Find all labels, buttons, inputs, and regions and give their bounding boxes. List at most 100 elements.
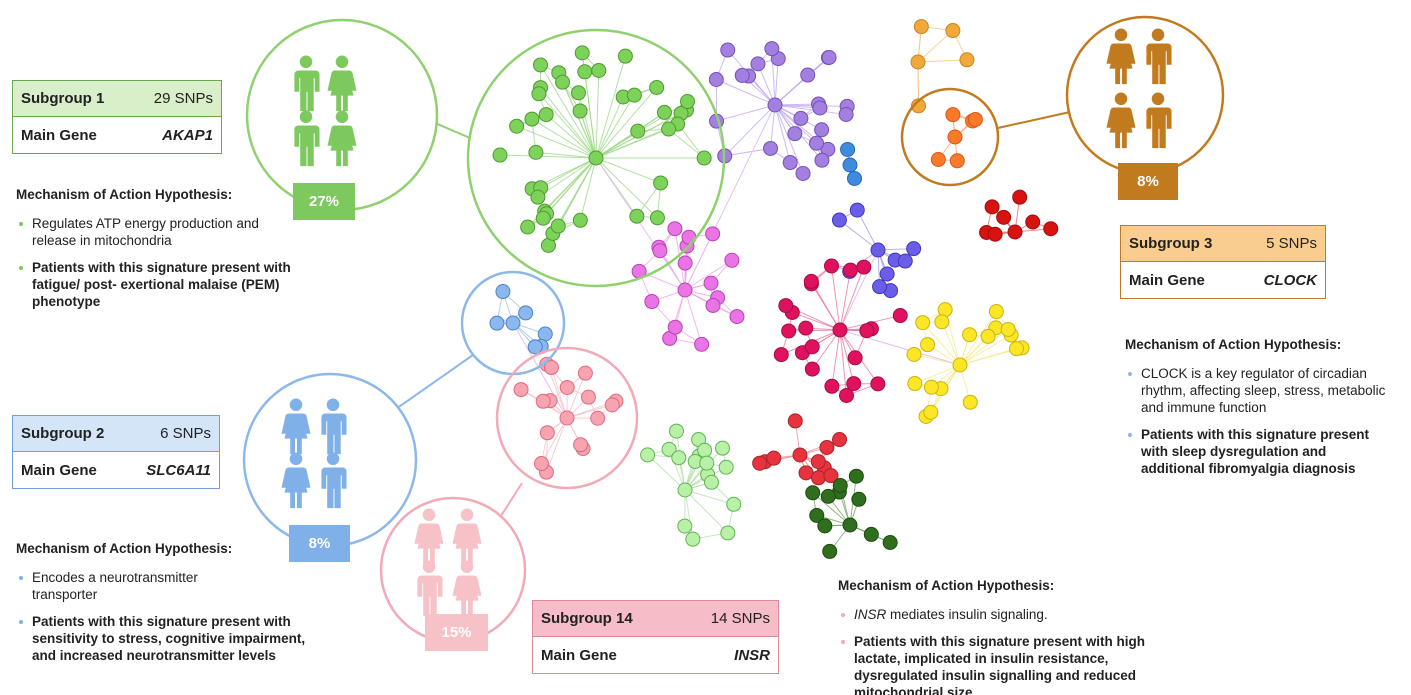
node [1009, 341, 1025, 357]
node [930, 152, 946, 168]
node [822, 543, 838, 559]
node [577, 365, 593, 381]
node [782, 155, 798, 171]
subgroup-table: Subgroup 1 29 SNPs Main Gene AKAP1 [12, 80, 222, 154]
mechanism-title: Mechanism of Action Hypothesis: [16, 187, 233, 202]
node [842, 262, 858, 278]
percent-badge: 15% [425, 614, 488, 651]
node [763, 140, 779, 156]
node [847, 350, 863, 366]
edge [839, 270, 851, 331]
node [652, 243, 668, 259]
node [1007, 224, 1023, 240]
node [872, 279, 888, 295]
node [720, 525, 736, 541]
node [708, 71, 724, 87]
node [715, 440, 731, 456]
edge [684, 489, 694, 540]
node [677, 282, 693, 298]
node [661, 121, 677, 137]
edge [647, 454, 686, 491]
edge [595, 87, 658, 159]
edge [499, 154, 597, 159]
node [1043, 221, 1059, 237]
edge [839, 329, 855, 384]
node [804, 339, 820, 355]
bullet: Encodes a neurotransmitter transporter [19, 569, 252, 603]
edge [535, 151, 597, 159]
node [856, 259, 872, 275]
edge [922, 322, 961, 366]
edge [811, 329, 841, 370]
bullet-text: mediates insulin signaling. [890, 607, 1048, 622]
edge [595, 56, 626, 159]
subgroup-table: Subgroup 14 14 SNPs Main Gene INSR [532, 600, 779, 674]
node [677, 482, 693, 498]
node [699, 455, 715, 471]
node [489, 315, 505, 331]
edge [668, 128, 705, 159]
bullet: Patients with this signature present wit… [841, 633, 1178, 695]
edge [839, 329, 847, 396]
node [1025, 214, 1041, 230]
node [573, 437, 589, 453]
edge [684, 489, 734, 505]
node [518, 305, 534, 321]
node [590, 410, 606, 426]
connector [997, 111, 1071, 129]
node [814, 152, 830, 168]
node [980, 328, 996, 344]
node [520, 219, 536, 235]
mechanism: Mechanism of Action Hypothesis: Regulate… [16, 186, 306, 320]
node [543, 360, 559, 376]
node [703, 474, 719, 490]
edge [774, 58, 779, 106]
node [831, 212, 847, 228]
subgroup-name: Subgroup 1 [21, 90, 105, 107]
node [962, 394, 978, 410]
mechanism-title: Mechanism of Action Hypothesis: [1125, 337, 1342, 352]
node [949, 153, 965, 169]
edge [724, 104, 776, 157]
node [792, 447, 808, 463]
node [996, 209, 1012, 225]
node [677, 255, 693, 271]
snp-count: 29 SNPs [153, 90, 213, 107]
people-group [1065, 15, 1225, 175]
gene-label: Main Gene [21, 126, 97, 144]
node [630, 123, 646, 139]
node [832, 322, 848, 338]
node [492, 147, 508, 163]
node [945, 107, 961, 123]
subgroup-table: Subgroup 3 5 SNPs Main Gene CLOCK [1120, 225, 1326, 299]
edge [579, 157, 597, 221]
gene: SLC6A11 [146, 461, 211, 479]
node [766, 450, 782, 466]
node [528, 144, 544, 160]
node [842, 157, 858, 173]
node [705, 297, 721, 313]
edge [595, 96, 624, 159]
node [588, 150, 604, 166]
node [677, 518, 693, 534]
edge [830, 265, 841, 331]
node [804, 361, 820, 377]
node [773, 347, 789, 363]
bullet: Patients with this signature present wit… [19, 259, 306, 310]
node [535, 393, 551, 409]
node [555, 74, 571, 90]
node [923, 379, 939, 395]
node [668, 423, 684, 439]
node [750, 56, 766, 72]
gene-label: Main Gene [1129, 271, 1205, 289]
node [906, 241, 922, 257]
node [984, 199, 1000, 215]
edge [774, 104, 817, 144]
node [661, 441, 677, 457]
node [863, 526, 879, 542]
node [798, 465, 814, 481]
node [539, 425, 555, 441]
node [767, 97, 783, 113]
node [915, 315, 931, 331]
node [846, 376, 862, 392]
